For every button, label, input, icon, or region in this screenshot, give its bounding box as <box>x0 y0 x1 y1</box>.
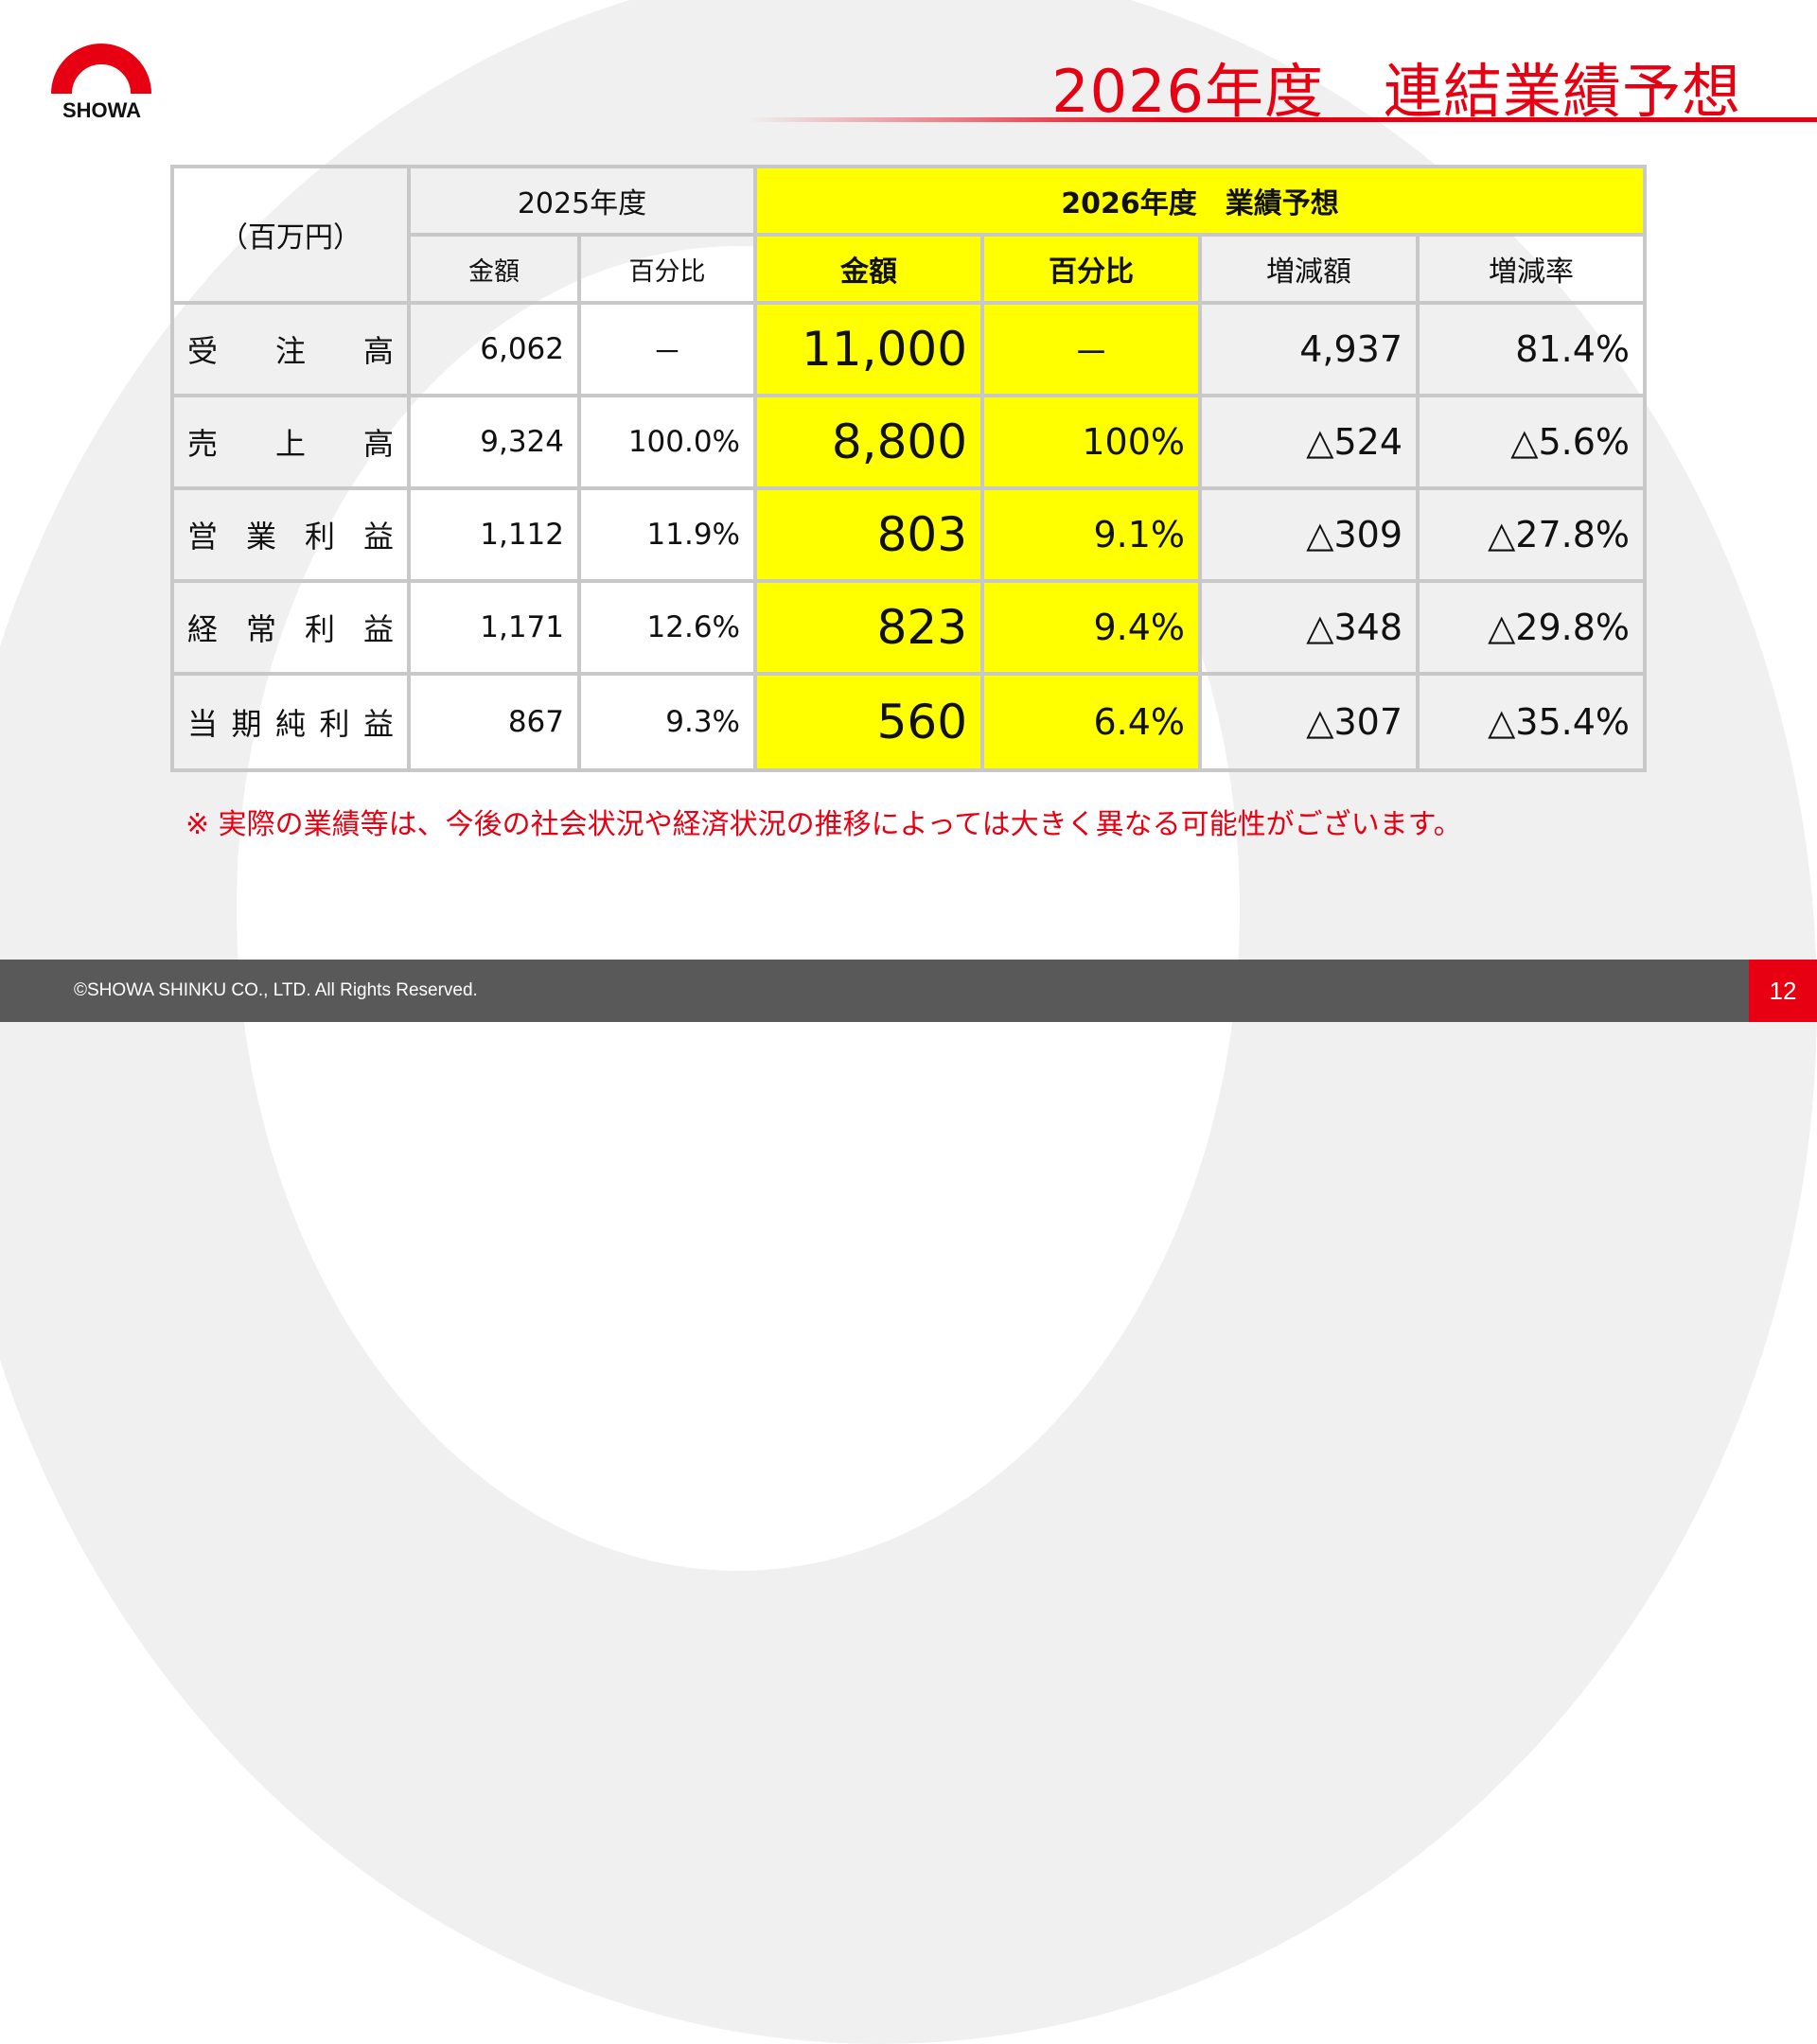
change-rate: △29.8% <box>1416 579 1648 676</box>
row-label: 経常利益 <box>170 579 411 676</box>
page-number: 12 <box>1749 960 1817 1022</box>
table-row: 経常利益 1,171 12.6% 823 9.4% △348 △29.8% <box>170 579 1648 676</box>
amount: 560 <box>753 672 985 772</box>
col-change-rate: 増減率 <box>1416 233 1648 305</box>
amount: 11,000 <box>753 301 985 397</box>
prev-ratio: 9.3% <box>576 672 758 772</box>
ratio: 100% <box>980 394 1203 490</box>
prev-ratio: 12.6% <box>576 579 758 676</box>
table-row: 売上高 9,324 100.0% 8,800 100% △524 △5.6% <box>170 394 1648 490</box>
copyright-text: ©SHOWA SHINKU CO., LTD. All Rights Reser… <box>74 980 478 1000</box>
change: △524 <box>1198 394 1420 490</box>
ratio: 9.4% <box>980 579 1203 676</box>
forecast-table: （百万円） 2025年度 2026年度 業績予想 金額 百分比 金額 百分比 増… <box>170 165 1648 772</box>
amount: 803 <box>753 486 985 583</box>
prev-amount: 6,062 <box>407 301 581 397</box>
amount: 8,800 <box>753 394 985 490</box>
change: △309 <box>1198 486 1420 583</box>
forecast-header: 2026年度 業績予想 <box>753 165 1648 237</box>
footer-bar: ©SHOWA SHINKU CO., LTD. All Rights Reser… <box>0 960 1817 1022</box>
ratio: 9.1% <box>980 486 1203 583</box>
col-change: 増減額 <box>1198 233 1420 305</box>
disclaimer-note: ※ 実際の業績等は、今後の社会状況や経済状況の推移によっては大きく異なる可能性が… <box>185 808 1462 841</box>
row-label: 営業利益 <box>170 486 411 583</box>
col-prev-ratio: 百分比 <box>576 233 758 305</box>
prev-ratio: 100.0% <box>576 394 758 490</box>
change-rate: 81.4% <box>1416 301 1648 397</box>
unit-label: （百万円） <box>170 165 411 305</box>
change: 4,937 <box>1198 301 1420 397</box>
row-label: 当期純利益 <box>170 672 411 772</box>
table-row: 当期純利益 867 9.3% 560 6.4% △307 △35.4% <box>170 672 1648 772</box>
prev-ratio: － <box>576 301 758 397</box>
subheader-row: 金額 百分比 金額 百分比 増減額 増減率 <box>172 233 1648 305</box>
prev-amount: 9,324 <box>407 394 581 490</box>
col-ratio: 百分比 <box>980 233 1203 305</box>
change: △307 <box>1198 672 1420 772</box>
prev-year-header: 2025年度 <box>406 165 758 237</box>
prev-ratio: 11.9% <box>576 486 758 583</box>
col-amount: 金額 <box>753 233 985 305</box>
change: △348 <box>1198 579 1420 676</box>
change-rate: △35.4% <box>1416 672 1648 772</box>
ratio: － <box>980 301 1203 397</box>
logo-text: SHOWA <box>62 98 142 122</box>
title-underline <box>748 117 1817 122</box>
page-title: 2026年度 連結業績予想 <box>1051 57 1741 126</box>
header-row: （百万円） 2025年度 2026年度 業績予想 <box>170 165 1648 305</box>
ratio: 6.4% <box>980 672 1203 772</box>
amount: 823 <box>753 579 985 676</box>
row-label: 受注高 <box>170 301 411 397</box>
table-row: 営業利益 1,112 11.9% 803 9.1% △309 △27.8% <box>170 486 1648 583</box>
col-prev-amount: 金額 <box>407 233 581 305</box>
change-rate: △5.6% <box>1416 394 1648 490</box>
prev-amount: 1,171 <box>407 579 581 676</box>
row-label: 売上高 <box>170 394 411 490</box>
company-logo: SHOWA <box>47 44 156 125</box>
logo-arch-icon <box>51 44 151 94</box>
table-row: 受注高 6,062 － 11,000 － 4,937 81.4% <box>170 301 1648 397</box>
change-rate: △27.8% <box>1416 486 1648 583</box>
prev-amount: 1,112 <box>407 486 581 583</box>
prev-amount: 867 <box>407 672 581 772</box>
